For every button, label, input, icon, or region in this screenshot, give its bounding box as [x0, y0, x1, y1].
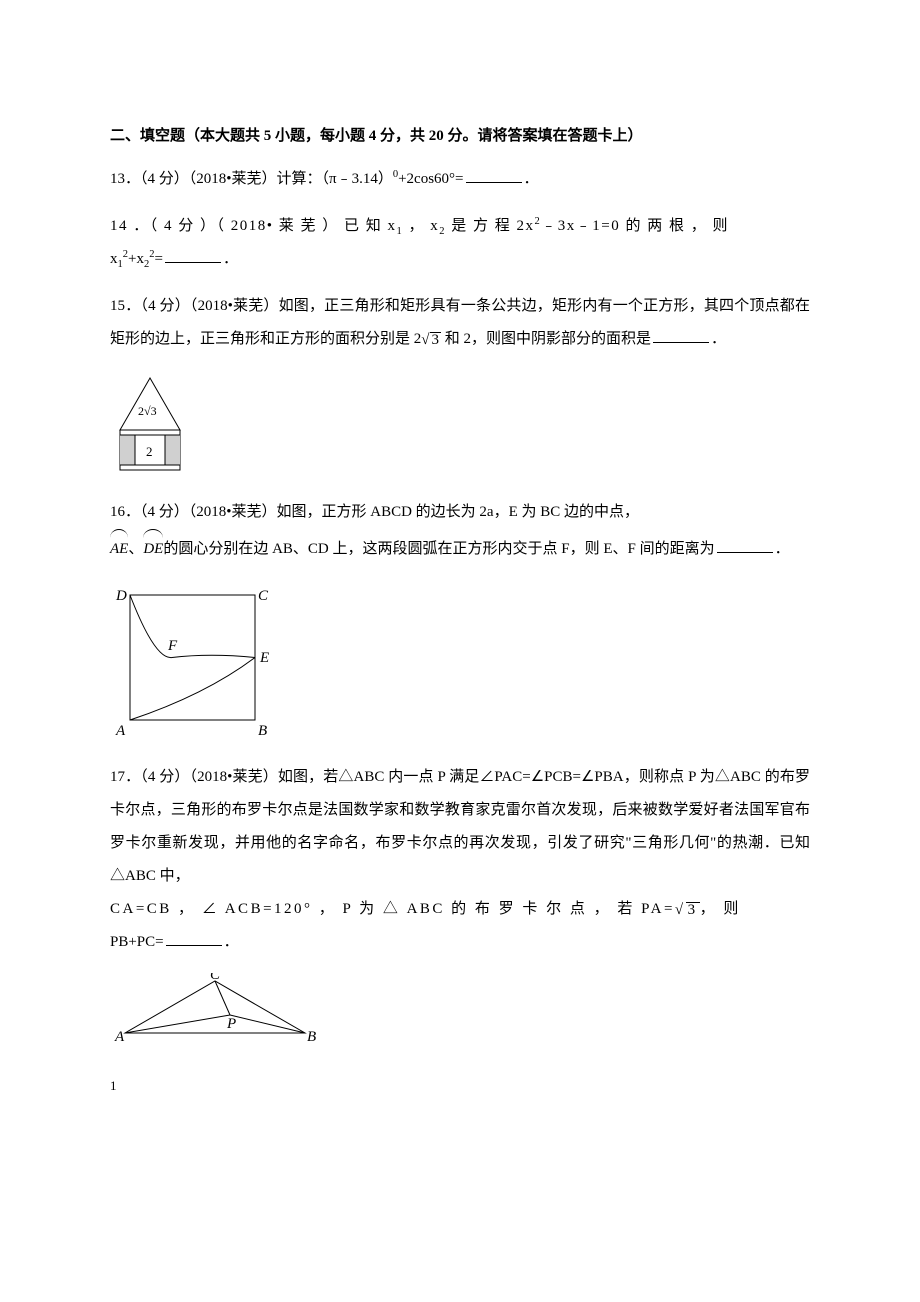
fig17-P: P [226, 1016, 236, 1032]
arc-AE: AE [110, 529, 128, 566]
q16-p4: ． [775, 541, 790, 557]
figure-15: 2√3 2 [110, 370, 810, 480]
q13-text-b: +2cos60°= [398, 171, 463, 187]
section-title: 二、填空题（本大题共 5 小题，每小题 4 分，共 20 分。请将答案填在答题卡… [110, 120, 810, 153]
fig16-B: B [258, 723, 267, 739]
question-16: 16．（4 分）（2018•莱芜）如图，正方形 ABCD 的边长为 2a，E 为… [110, 496, 810, 566]
fig17-A: A [114, 1029, 125, 1045]
question-14: 14 ．（ 4 分 ）（ 2018• 莱 芜 ） 已 知 x 1 ， x 2 是 方… [110, 210, 810, 276]
q14-l1d: ﹣3x﹣1=0 的 两 根 ， 则 [541, 218, 729, 234]
fig17-B: B [307, 1029, 316, 1045]
page-number: 1 [110, 1072, 810, 1101]
q13-text-a: 13．（4 分）（2018•莱芜）计算：（π﹣3.14） [110, 171, 393, 187]
blank-14 [165, 249, 221, 264]
question-13: 13．（4 分）（2018•莱芜）计算：（π﹣3.14）0+2cos60°=． [110, 163, 810, 196]
figure-16-svg: D C E F A B [110, 580, 280, 745]
figure-17: A B C P [110, 973, 810, 1048]
fig16-A: A [115, 723, 126, 739]
q15-p2: 和 2，则图中阴影部分的面积是 [445, 331, 651, 347]
q13-text-c: ． [524, 171, 539, 187]
fig16-E: E [259, 650, 269, 666]
q17-sqrt: 3 [686, 902, 700, 918]
q17-p2a: CA=CB ， ∠ ACB=120° ， P 为 △ ABC 的 布 罗 卡 尔… [110, 901, 675, 917]
q14-l2b: +x [128, 251, 144, 267]
question-15: 15．（4 分）（2018•莱芜）如图，正三角形和矩形具有一条公共边，矩形内有一… [110, 290, 810, 356]
q14-l2a: x [110, 251, 118, 267]
q14-l2sub1: 1 [118, 259, 123, 270]
q14-l2c: = [154, 251, 162, 267]
arc-DE: DE [143, 529, 163, 566]
q14-l1a: 14 ．（ 4 分 ）（ 2018• 莱 芜 ） 已 知 x [110, 218, 397, 234]
question-17: 17．（4 分）（2018•莱芜）如图，若△ABC 内一点 P 满足∠PAC=∠… [110, 761, 810, 959]
blank-15 [653, 329, 709, 344]
blank-17 [166, 932, 222, 947]
fig15-label-top: 2√3 [138, 404, 157, 418]
q14-l2suf: ． [223, 251, 238, 267]
q17-p1: 17．（4 分）（2018•莱芜）如图，若△ABC 内一点 P 满足∠PAC=∠… [110, 769, 810, 884]
q17-p3a: PB+PC= [110, 934, 164, 950]
q15-sqrt: 3 [430, 332, 442, 348]
figure-15-svg: 2√3 2 [110, 370, 190, 480]
figure-16: D C E F A B [110, 580, 810, 745]
sqrt-icon: √3 [421, 332, 441, 348]
q16-p1: 16．（4 分）（2018•莱芜）如图，正方形 ABCD 的边长为 2a，E 为… [110, 504, 639, 520]
q16-p3: 的圆心分别在边 AB、CD 上，这两段圆弧在正方形内交于点 F，则 E、F 间的… [163, 541, 714, 557]
q14-l1b: ， x [403, 218, 439, 234]
blank-16 [717, 539, 773, 554]
fig15-label-bot: 2 [146, 444, 153, 459]
fig16-D: D [115, 588, 127, 604]
q17-p2b: ， 则 [700, 901, 741, 917]
q17-p3b: ． [224, 934, 239, 950]
fig17-C: C [210, 973, 221, 983]
q14-l2sub2: 2 [144, 259, 149, 270]
fig16-C: C [258, 588, 269, 604]
fig16-F: F [167, 638, 178, 654]
blank-13 [466, 169, 522, 184]
q16-p2: 、 [128, 541, 143, 557]
q14-l1c: 是 方 程 2x [446, 218, 535, 234]
figure-17-svg: A B C P [110, 973, 320, 1048]
q15-p3: ． [711, 331, 726, 347]
sqrt-icon-2: √3 [675, 902, 700, 918]
